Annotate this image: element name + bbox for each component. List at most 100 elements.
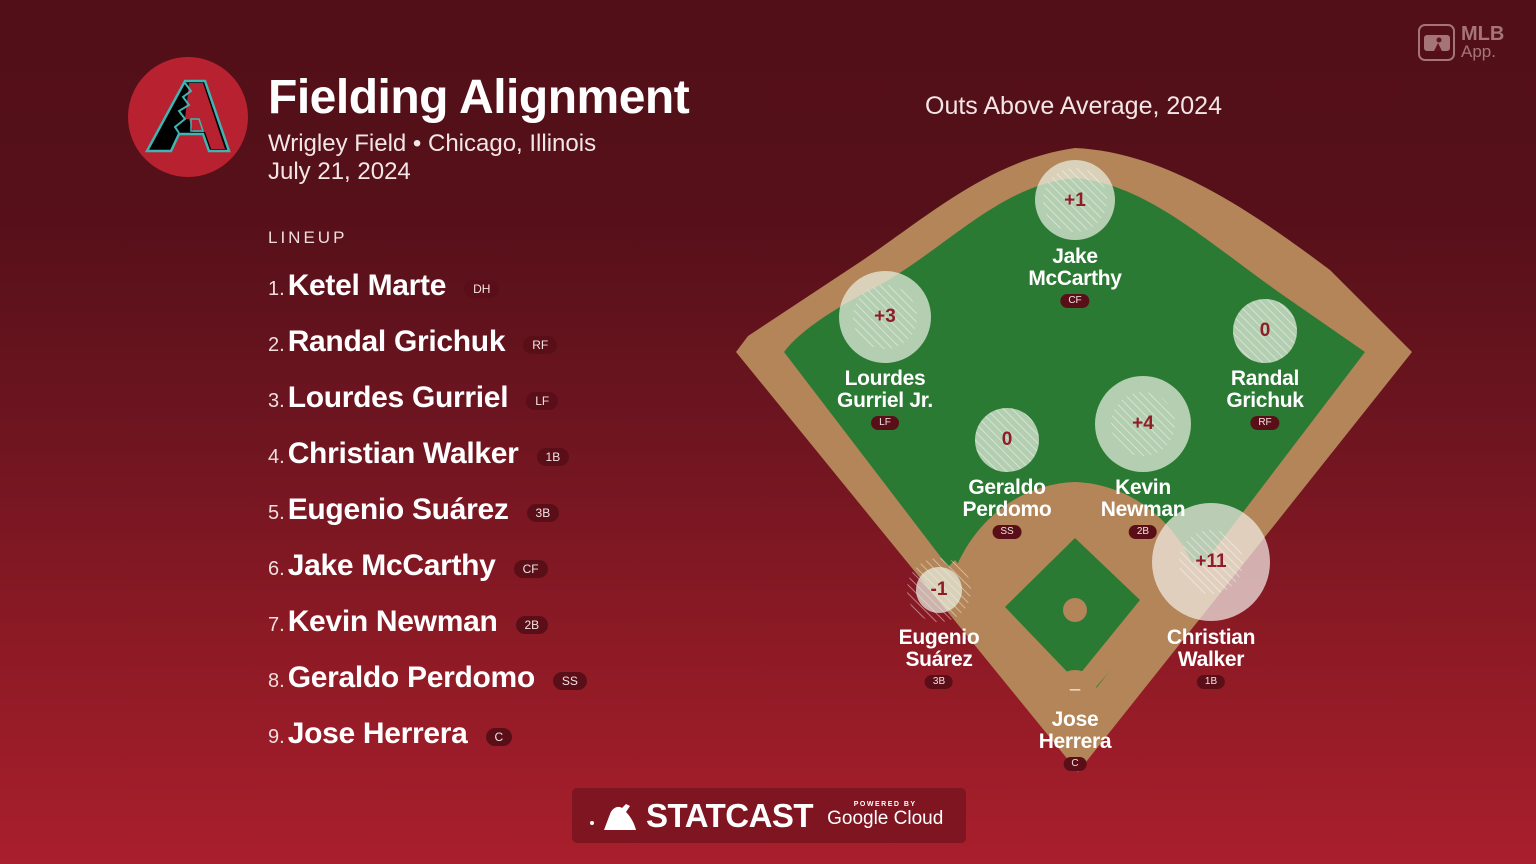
google-cloud-label: Google Cloud (827, 808, 944, 829)
player-last-name: Walker (1177, 648, 1245, 671)
position-badge: SS (552, 672, 587, 690)
player-name: Christian Walker (287, 437, 519, 470)
field-player-cf: Jake McCarthy CF (1028, 245, 1122, 308)
position-badge: RF (523, 336, 558, 354)
position-badge: 1B (1196, 675, 1226, 689)
oaa-value-c: – (1069, 679, 1081, 700)
player-last-name: Newman (1100, 498, 1186, 521)
batting-order: 6. (268, 557, 285, 580)
lineup-item: 3. Lourdes Gurriel LF (268, 370, 587, 426)
oaa-bubble-cf (1035, 160, 1115, 240)
lineup-item: 2. Randal Grichuk RF (268, 314, 587, 370)
venue-line: Wrigley Field • Chicago, Illinois (268, 130, 597, 157)
player-name: Jake McCarthy (287, 549, 496, 582)
lineup-item: 6. Jake McCarthy CF (268, 538, 587, 594)
lineup-item: 4. Christian Walker 1B (268, 426, 587, 482)
field-player-ss: Geraldo Perdomo SS (963, 477, 1052, 539)
statcast-banner: STATCAST POWERED BY Google Cloud (572, 788, 966, 843)
oaa-bubble-1b (1152, 503, 1270, 621)
batting-order: 2. (268, 333, 285, 356)
lineup-heading: LINEUP (268, 228, 348, 247)
field-player-rf: Randal Grichuk RF (1226, 367, 1304, 430)
lineup-item: 9. Jose Herrera C (268, 706, 587, 762)
position-badge: LF (871, 416, 899, 430)
player-first-name: Lourdes (844, 367, 926, 390)
player-last-name: McCarthy (1028, 267, 1122, 290)
statcast-wordmark: STATCAST (646, 796, 814, 834)
field-player-lf: Lourdes Gurriel Jr. LF (837, 368, 933, 430)
mlb-batter-silhouette-icon (604, 803, 636, 830)
batting-order: 5. (268, 501, 285, 524)
player-last-name: Suárez (905, 648, 973, 671)
player-name: Kevin Newman (287, 605, 498, 638)
player-name: Eugenio Suárez (287, 493, 509, 526)
game-date: July 21, 2024 (268, 158, 411, 185)
player-name: Randal Grichuk (287, 325, 506, 358)
dot-icon (590, 820, 594, 825)
position-badge: RF (1250, 416, 1280, 430)
field-player-2b: Kevin Newman 2B (1101, 477, 1186, 539)
position-badge: SS (992, 525, 1022, 539)
player-first-name: Christian (1166, 626, 1256, 649)
oaa-value-cf: +1 (1064, 190, 1086, 211)
oaa-value-rf: 0 (1259, 320, 1271, 341)
player-first-name: Randal (1230, 367, 1300, 390)
oaa-bubble-lf (839, 271, 931, 363)
player-first-name: Jake (1052, 245, 1098, 268)
position-badge: CF (513, 560, 548, 578)
position-badge: C (1063, 757, 1087, 771)
player-name: Ketel Marte (287, 269, 447, 302)
diamondbacks-a-icon (145, 79, 231, 153)
field-player-c: Jose Herrera C (1039, 709, 1112, 771)
player-last-name: Herrera (1038, 730, 1112, 753)
oaa-value-3b: -1 (930, 579, 948, 600)
batting-order: 8. (268, 669, 285, 692)
field-player-1b: Christian Walker 1B (1167, 627, 1255, 689)
lineup-item: 1. Ketel Marte DH (268, 258, 587, 314)
position-badge: 3B (924, 675, 954, 689)
team-logo (128, 57, 248, 177)
player-first-name: Kevin (1115, 476, 1171, 499)
player-first-name: Eugenio (898, 626, 980, 649)
oaa-bubble-ss (975, 408, 1039, 472)
oaa-bubble-3b (907, 558, 971, 622)
powered-by-block: POWERED BY Google Cloud (827, 801, 943, 830)
pitchers-mound (1063, 598, 1087, 622)
batting-order: 1. (268, 277, 285, 300)
player-name: Lourdes Gurriel (287, 381, 509, 414)
position-badge: C (485, 728, 513, 746)
mlb-app-logo: MLB App. (1418, 24, 1504, 61)
lineup-item: 5. Eugenio Suárez 3B (268, 482, 587, 538)
batting-order: 7. (268, 613, 285, 636)
lineup-item: 8. Geraldo Perdomo SS (268, 650, 587, 706)
position-badge: 3B (526, 504, 560, 522)
batting-order: 4. (268, 445, 285, 468)
position-badge: 2B (1128, 525, 1158, 539)
oaa-value-lf: +3 (874, 306, 896, 327)
player-last-name: Perdomo (962, 498, 1052, 521)
mlb-app-text-1: MLB (1461, 22, 1505, 45)
oaa-bubble-2b (1095, 376, 1191, 472)
position-badge: 1B (536, 448, 570, 466)
mlb-app-text-2: App. (1461, 41, 1496, 61)
oaa-bubble-rf (1233, 299, 1297, 363)
game-info: Wrigley Field • Chicago, Illinois July 2… (268, 130, 596, 186)
oaa-value-ss: 0 (1001, 429, 1013, 450)
oaa-chart-title: Outs Above Average, 2024 (925, 92, 1222, 120)
position-badge: 2B (515, 616, 549, 634)
oaa-value-2b: +4 (1132, 413, 1154, 434)
page-title: Fielding Alignment (268, 71, 690, 124)
player-last-name: Gurriel Jr. (837, 389, 933, 412)
powered-by-label: POWERED BY (853, 801, 917, 808)
batting-order: 3. (268, 389, 285, 412)
mlb-logo-icon (1418, 24, 1455, 61)
position-badge: CF (1060, 294, 1090, 308)
field-player-3b: Eugenio Suárez 3B (899, 627, 980, 689)
batting-order: 9. (268, 725, 285, 748)
position-badge: DH (464, 280, 500, 298)
lineup-list: 1. Ketel Marte DH 2. Randal Grichuk RF 3. Lou… (268, 258, 587, 762)
player-last-name: Grichuk (1226, 389, 1304, 412)
position-badge: LF (526, 392, 559, 410)
home-plate-area (1053, 670, 1097, 714)
